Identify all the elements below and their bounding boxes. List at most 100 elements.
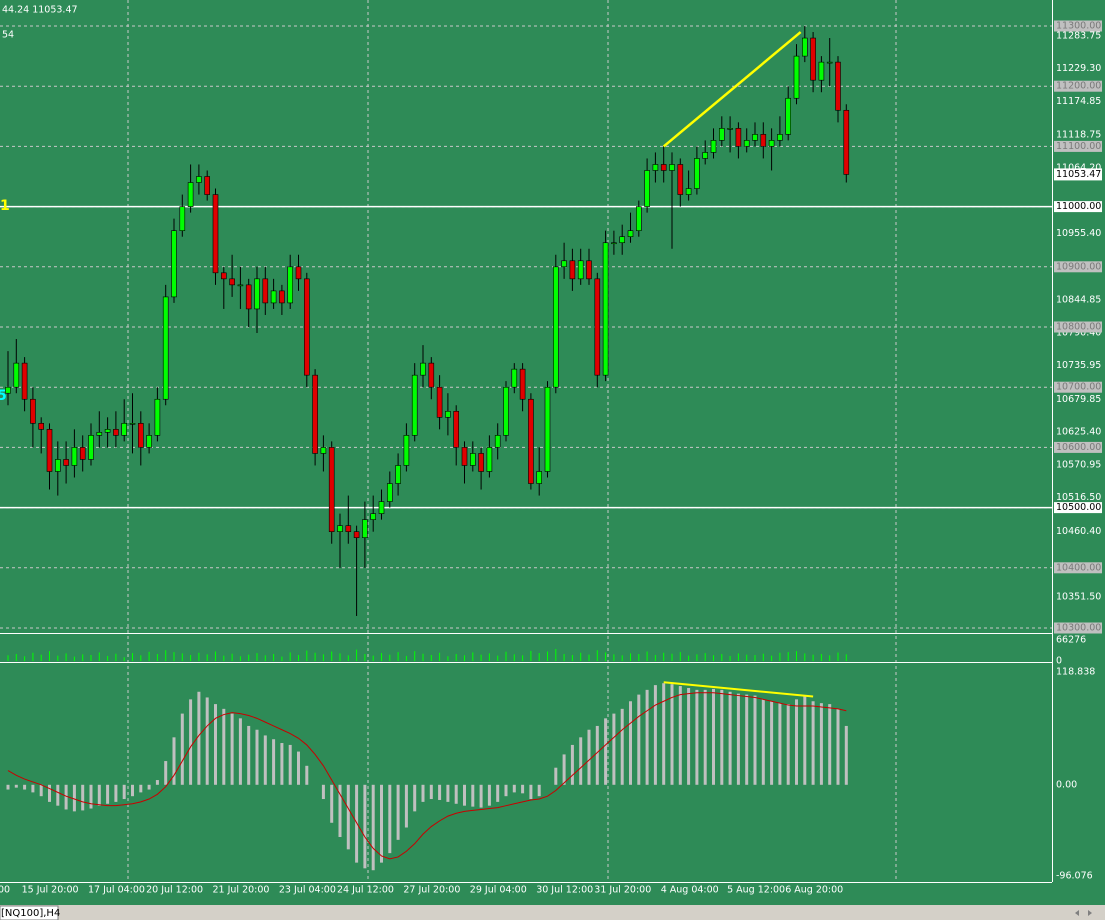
macd-bar xyxy=(496,784,500,802)
candle-body xyxy=(320,447,327,454)
candle-body xyxy=(552,266,559,388)
y-tick-label: 10600.00 xyxy=(1056,442,1101,453)
candle-body xyxy=(179,206,186,231)
macd-bar xyxy=(31,784,35,793)
candle-body xyxy=(436,386,443,418)
tab[interactable] xyxy=(0,905,59,920)
y-tick-label: 11064.20 xyxy=(1056,162,1101,173)
candle-body xyxy=(146,435,152,448)
candle-body xyxy=(810,37,816,81)
candle-body xyxy=(793,55,800,99)
macd-bar xyxy=(48,784,51,802)
candle-body xyxy=(611,242,617,245)
macd-bar xyxy=(413,784,417,812)
macd-bar xyxy=(828,704,832,785)
y-tick-label: 0.00 xyxy=(1056,779,1077,790)
candle-body xyxy=(453,410,460,448)
macd-bar xyxy=(222,708,226,785)
macd-bar xyxy=(521,784,525,794)
candle-body xyxy=(254,278,260,310)
macd-bar xyxy=(778,703,782,785)
y-tick-label: 11118.75 xyxy=(1056,130,1101,141)
candle-body xyxy=(245,284,252,310)
macd-bar xyxy=(189,699,193,785)
candle-body xyxy=(187,182,194,207)
candle-body xyxy=(229,278,235,286)
macd-bar xyxy=(288,744,292,785)
candle-body xyxy=(411,374,418,436)
y-tick-label: 11174.85 xyxy=(1056,96,1101,107)
macd-bar xyxy=(380,784,383,863)
x-tick-label: 24 Jul 12:00 xyxy=(337,885,394,896)
macd-bar xyxy=(14,784,18,788)
candle-body xyxy=(694,158,700,189)
macd-bar xyxy=(463,784,466,806)
macd-bar xyxy=(811,701,815,785)
y-tick-label: 10625.40 xyxy=(1056,427,1101,438)
axis-labels: 11283.75 11229.30 11174.85 11118.75 11064.20… xyxy=(22,20,1102,896)
candle-body xyxy=(602,242,609,376)
x-tick-label: 15 Jul 20:00 xyxy=(22,885,79,896)
last-price: 11053.47 xyxy=(1056,169,1101,180)
candle-body xyxy=(826,61,833,64)
macd-bar xyxy=(612,713,616,785)
candle-body xyxy=(486,447,493,472)
candle-body xyxy=(478,453,484,472)
x-tick-label: 4 Aug 04:00 xyxy=(661,885,719,896)
candle-body xyxy=(303,278,310,376)
candle-body xyxy=(138,423,144,448)
y-tick-label: 10800.00 xyxy=(1056,322,1101,333)
macd-bar xyxy=(214,704,217,785)
macd-bar xyxy=(637,694,641,785)
candle-body xyxy=(295,266,302,280)
edge-label: 5 xyxy=(0,388,7,404)
candle-body xyxy=(735,128,742,147)
x-tick-label: 31 Jul 20:00 xyxy=(594,885,651,896)
macd-bar xyxy=(155,780,159,785)
macd-bar xyxy=(703,689,707,785)
macd-bar xyxy=(446,784,450,802)
y-tick-label: -96.076 xyxy=(1056,870,1093,881)
tab-label[interactable]: [NQ100],H4 xyxy=(1,908,60,919)
candle-body xyxy=(54,459,61,472)
macd-bar xyxy=(371,784,375,871)
candle-body xyxy=(685,188,692,195)
candle-body xyxy=(752,134,758,141)
info-text: 54 xyxy=(2,30,14,41)
candle-body xyxy=(718,128,725,141)
candle-body xyxy=(63,459,69,466)
macd-bar xyxy=(728,691,732,785)
tick-box xyxy=(1054,441,1102,453)
candle-body xyxy=(760,134,767,147)
candle-body xyxy=(221,272,227,280)
candle-body xyxy=(519,368,526,400)
x-tick-label: 6 Aug 20:00 xyxy=(785,885,843,896)
y-tick-label: 11300.00 xyxy=(1056,21,1101,32)
macd-bar xyxy=(662,683,666,785)
y-tick-label: 10570.95 xyxy=(1056,459,1101,470)
macd-bar xyxy=(421,784,425,802)
scroll-arrows[interactable] xyxy=(1075,910,1092,916)
y-tick-label: 118.838 xyxy=(1056,666,1095,677)
candle-body xyxy=(544,386,551,472)
candle-body xyxy=(594,278,601,376)
y-tick-label: 66276 xyxy=(1056,635,1086,646)
macd-bar xyxy=(321,784,325,800)
macd-bar xyxy=(139,784,143,793)
candle-body xyxy=(386,483,393,502)
macd-bar xyxy=(122,784,126,800)
y-tick-label: 10400.00 xyxy=(1056,562,1101,573)
tick-box xyxy=(1054,20,1102,32)
candle-body xyxy=(801,37,808,57)
macd-bar xyxy=(761,699,765,785)
macd-bar xyxy=(695,689,699,785)
volume-panel xyxy=(7,648,847,661)
candle-body xyxy=(104,429,111,433)
macd-bar xyxy=(131,784,134,797)
macd-bar xyxy=(247,725,251,785)
candle-body xyxy=(403,435,410,466)
macd-bar xyxy=(280,743,284,785)
y-tick-label: 11000.00 xyxy=(1056,201,1101,212)
x-tick-label: 00 xyxy=(0,885,10,896)
x-tick-label: 17 Jul 04:00 xyxy=(88,885,145,896)
